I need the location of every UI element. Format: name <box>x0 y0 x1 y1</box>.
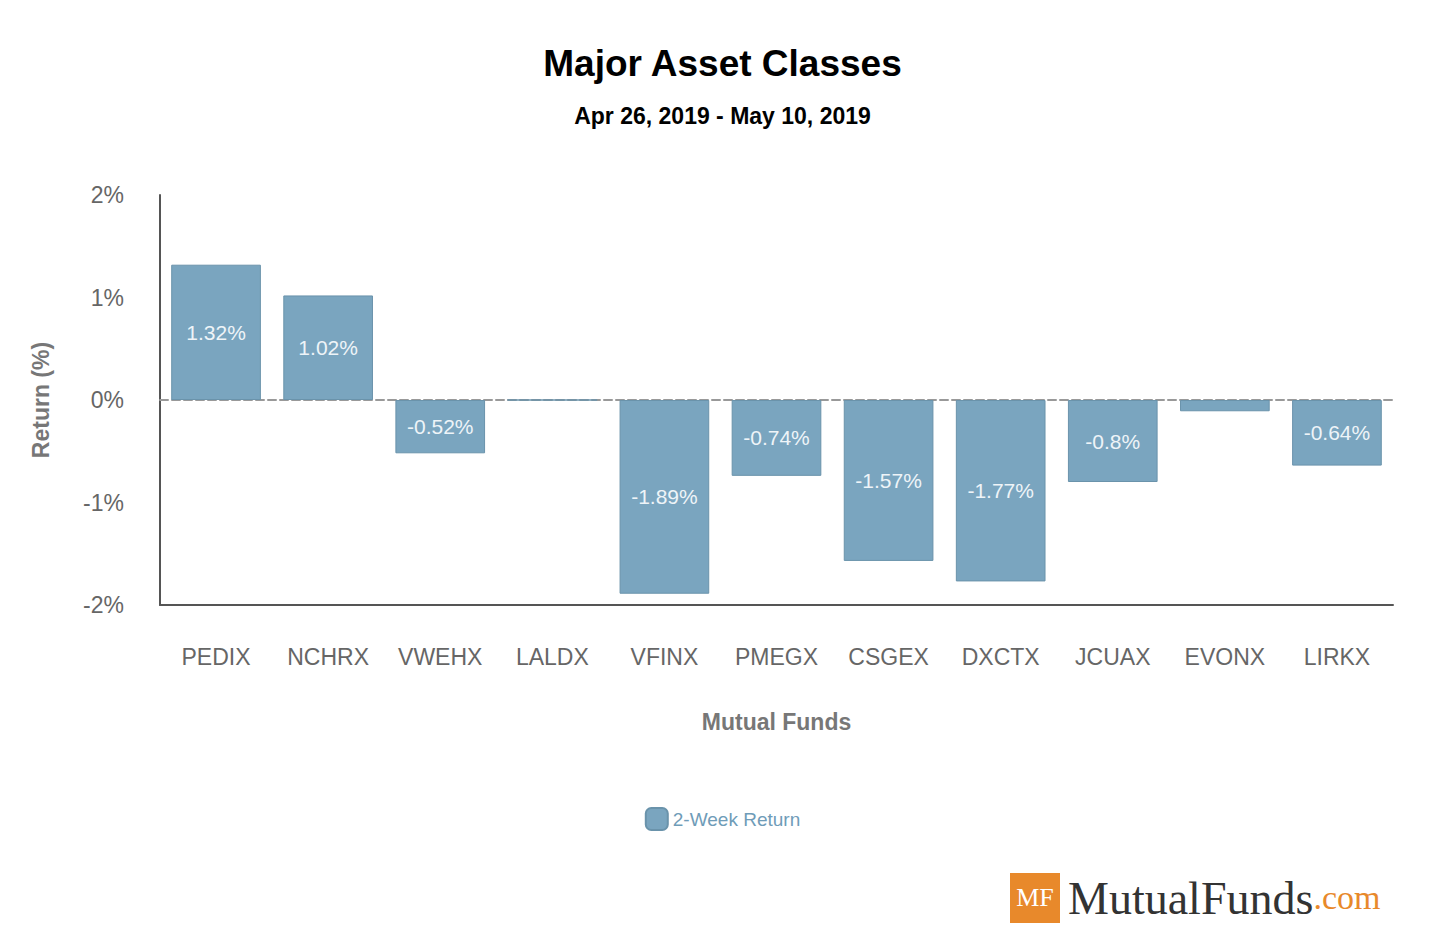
svg-text:1%: 1% <box>91 285 124 311</box>
svg-text:-1.57%: -1.57% <box>855 469 922 492</box>
svg-text:EVONX: EVONX <box>1185 644 1266 670</box>
svg-text:VFINX: VFINX <box>631 644 699 670</box>
svg-text:1.32%: 1.32% <box>186 321 246 344</box>
html-text:MF MutualFunds.com: MF MutualFunds.com <box>1016 872 1381 924</box>
svg-text:0%: 0% <box>91 387 124 413</box>
svg-text:2-Week Return: 2-Week Return <box>673 809 800 830</box>
svg-text:DXCTX: DXCTX <box>962 644 1040 670</box>
svg-text:Mutual Funds: Mutual Funds <box>702 709 851 735</box>
svg-text:PEDIX: PEDIX <box>182 644 251 670</box>
svg-text:Return (%): Return (%) <box>28 342 54 458</box>
svg-text:-0.64%: -0.64% <box>1304 421 1371 444</box>
svg-text:LIRKX: LIRKX <box>1304 644 1370 670</box>
svg-text:-0.74%: -0.74% <box>743 426 810 449</box>
svg-text:NCHRX: NCHRX <box>287 644 369 670</box>
svg-text:-0.52%: -0.52% <box>407 415 474 438</box>
svg-text:CSGEX: CSGEX <box>848 644 929 670</box>
svg-text:PMEGX: PMEGX <box>735 644 818 670</box>
svg-text:VWEHX: VWEHX <box>398 644 482 670</box>
svg-text:2%: 2% <box>91 182 124 208</box>
svg-text:Apr 26, 2019 - May 10, 2019: Apr 26, 2019 - May 10, 2019 <box>574 103 871 129</box>
svg-text:Major Asset Classes: Major Asset Classes <box>543 43 902 84</box>
svg-text:LALDX: LALDX <box>516 644 589 670</box>
svg-text:-1.77%: -1.77% <box>967 479 1034 502</box>
svg-text:JCUAX: JCUAX <box>1075 644 1150 670</box>
svg-text:1.02%: 1.02% <box>298 336 358 359</box>
svg-text:-1%: -1% <box>83 490 124 516</box>
svg-text:-2%: -2% <box>83 592 124 618</box>
svg-text:-0.8%: -0.8% <box>1085 430 1140 453</box>
svg-text:-1.89%: -1.89% <box>631 485 698 508</box>
